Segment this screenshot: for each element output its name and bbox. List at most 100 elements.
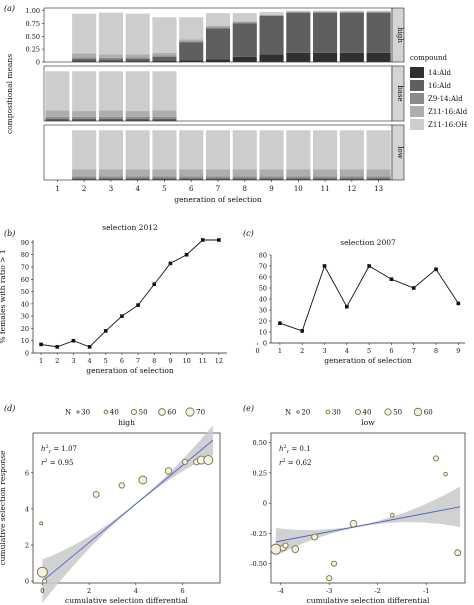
bar-segment — [366, 11, 391, 13]
x-tick-label: 2 — [87, 587, 91, 595]
bar-segment — [205, 26, 231, 28]
bar-segment — [339, 12, 364, 13]
bar-segment — [366, 169, 391, 177]
bar-segment — [259, 176, 284, 179]
bar-segment — [98, 12, 123, 55]
bar-segment — [313, 178, 338, 180]
data-point — [184, 252, 189, 257]
bar-segment — [179, 130, 204, 170]
panel-d-size-legend-title: N — [65, 409, 71, 417]
x-tick-label: 0 — [40, 587, 44, 595]
data-point — [87, 345, 92, 349]
legend-item-label: Z11-16:OH — [428, 121, 467, 129]
x-axis-label: generation of selection — [174, 195, 262, 204]
x-tick-label: 2 — [300, 347, 304, 355]
bar-segment — [339, 11, 364, 13]
x-tick-label: 2 — [55, 357, 59, 365]
panel-e-x-axis-label: cumulative selection differential — [307, 596, 430, 605]
bar-segment — [205, 59, 231, 62]
bar-segment — [232, 179, 257, 180]
x-tick-label: 10 — [294, 185, 303, 193]
bar-segment — [152, 17, 177, 53]
data-point — [349, 519, 358, 528]
x-tick-label: 4 — [88, 357, 92, 365]
bar-segment — [98, 61, 123, 62]
x-tick-label: 8 — [434, 347, 438, 355]
panel-c-x-axis-label: generation of selection — [324, 356, 412, 365]
facet-strip — [391, 65, 405, 122]
bar-segment — [259, 14, 284, 16]
data-point — [322, 264, 327, 268]
data-point — [39, 521, 44, 526]
data-point — [181, 458, 188, 465]
x-tick-label: 3 — [71, 357, 75, 365]
bar-segment — [125, 179, 150, 180]
bar-segment — [152, 120, 177, 121]
x-tick-label: 9 — [456, 347, 460, 355]
data-point — [300, 329, 305, 333]
bar-segment — [152, 118, 177, 121]
bar-segment — [125, 176, 150, 179]
size-legend-circle — [384, 408, 392, 416]
y-tick-label: 70 — [259, 263, 267, 271]
bar-segment — [45, 120, 70, 121]
bar-segment — [72, 58, 97, 62]
bar-segment — [339, 179, 364, 180]
bar-segment — [313, 130, 338, 170]
data-point — [389, 277, 394, 281]
bar-segment — [125, 118, 150, 121]
bar-segment — [366, 130, 391, 170]
panel-c-label: (c) — [243, 229, 254, 238]
x-tick-label: 4 — [134, 587, 138, 595]
bar-segment — [125, 71, 150, 112]
bar-segment — [152, 52, 177, 56]
data-point — [164, 467, 173, 475]
size-legend-circle — [296, 410, 300, 414]
bar-segment — [286, 176, 311, 179]
y-axis-label: compositional means — [5, 54, 14, 134]
bar-segment — [259, 12, 284, 15]
bar-segment — [152, 176, 177, 179]
panel-e-heritability-annotation: h2r = 0.1 — [279, 444, 311, 455]
data-point — [367, 264, 371, 268]
bar-segment — [286, 11, 311, 13]
data-point — [136, 303, 140, 307]
y-tick-label: 80 — [259, 252, 267, 260]
x-tick-label: 7 — [216, 185, 220, 193]
panel-d-heritability-annotation: h2r = 1.07 — [41, 444, 77, 455]
bar-segment — [179, 178, 204, 180]
data-point — [390, 513, 395, 518]
bar-segment — [98, 118, 123, 121]
y-tick-label: 0 — [263, 500, 267, 508]
bar-segment — [205, 28, 231, 60]
x-tick-label: 12 — [215, 357, 223, 365]
legend-swatch — [410, 93, 424, 104]
size-legend-label: 40 — [363, 409, 372, 417]
bar-segment — [98, 130, 123, 170]
x-tick-label: 6 — [189, 185, 194, 193]
bar-segment — [125, 120, 150, 121]
x-tick-label: 7 — [412, 347, 416, 355]
bar-segment — [259, 130, 284, 170]
bar-segment — [366, 52, 391, 62]
y-tick-label: 0 — [25, 578, 29, 586]
bar-segment — [232, 56, 257, 62]
size-legend-circle — [76, 410, 80, 414]
y-tick-label: 6 — [25, 469, 29, 477]
bar-segment — [286, 10, 311, 12]
bar-segment — [72, 116, 97, 119]
bar-segment — [313, 10, 338, 12]
size-legend-label: 20 — [301, 409, 310, 417]
facet-strip-label: low — [396, 146, 404, 158]
bar-segment — [366, 10, 391, 12]
bar-segment — [339, 178, 364, 180]
bar-segment — [98, 120, 123, 121]
bar-segment — [72, 176, 97, 179]
data-point — [120, 314, 124, 318]
y-tick-label: 20 — [259, 318, 267, 326]
bar-segment — [366, 179, 391, 180]
size-legend-label: 40 — [110, 409, 119, 417]
data-point — [282, 542, 289, 549]
x-tick-label: 5 — [104, 357, 108, 365]
data-point — [345, 304, 349, 309]
